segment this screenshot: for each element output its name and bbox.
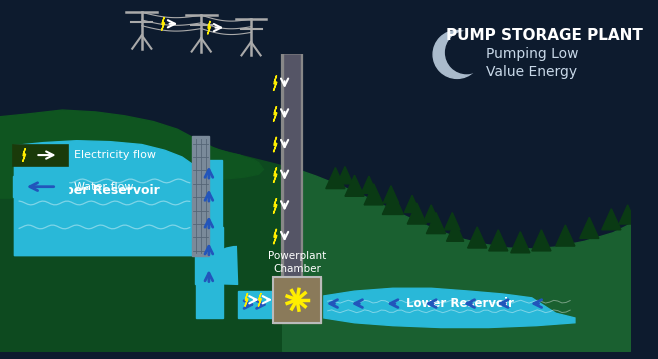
Polygon shape bbox=[410, 211, 424, 221]
Text: PUMP STORAGE PLANT: PUMP STORAGE PLANT bbox=[446, 28, 643, 43]
Polygon shape bbox=[0, 122, 297, 351]
Polygon shape bbox=[492, 238, 505, 248]
Circle shape bbox=[433, 31, 481, 78]
Polygon shape bbox=[426, 212, 436, 220]
Polygon shape bbox=[447, 222, 464, 241]
Bar bbox=[273, 277, 321, 323]
Polygon shape bbox=[274, 137, 277, 152]
FancyBboxPatch shape bbox=[13, 176, 68, 197]
Polygon shape bbox=[514, 240, 527, 250]
Polygon shape bbox=[386, 201, 400, 211]
Text: Upper Reservoir: Upper Reservoir bbox=[45, 184, 159, 197]
Polygon shape bbox=[345, 175, 364, 196]
Polygon shape bbox=[162, 17, 164, 31]
Polygon shape bbox=[619, 205, 636, 224]
Bar bbox=[191, 136, 209, 256]
Polygon shape bbox=[324, 288, 575, 327]
Polygon shape bbox=[245, 293, 248, 307]
Polygon shape bbox=[0, 110, 263, 198]
Text: Value Energy: Value Energy bbox=[486, 65, 577, 79]
Bar bbox=[195, 160, 222, 284]
Polygon shape bbox=[622, 213, 634, 221]
Polygon shape bbox=[582, 226, 596, 235]
Polygon shape bbox=[348, 183, 361, 193]
Bar bbox=[273, 277, 321, 323]
Polygon shape bbox=[259, 293, 261, 307]
Polygon shape bbox=[489, 230, 508, 251]
Polygon shape bbox=[605, 217, 618, 227]
Polygon shape bbox=[328, 176, 342, 186]
Polygon shape bbox=[424, 205, 439, 222]
Polygon shape bbox=[511, 232, 530, 253]
Text: Water flow: Water flow bbox=[74, 182, 134, 192]
Polygon shape bbox=[207, 21, 211, 34]
Polygon shape bbox=[382, 191, 403, 214]
Polygon shape bbox=[326, 168, 345, 188]
Text: Powerplant
Chamber: Powerplant Chamber bbox=[268, 251, 326, 274]
Text: Pumping Low: Pumping Low bbox=[486, 47, 578, 61]
Polygon shape bbox=[338, 167, 353, 184]
Polygon shape bbox=[274, 229, 277, 244]
Polygon shape bbox=[602, 209, 621, 230]
Polygon shape bbox=[532, 230, 551, 251]
Polygon shape bbox=[559, 233, 572, 243]
Circle shape bbox=[445, 32, 488, 74]
Polygon shape bbox=[470, 236, 484, 245]
Text: Electricity flow: Electricity flow bbox=[74, 150, 156, 160]
Polygon shape bbox=[274, 106, 277, 122]
Polygon shape bbox=[426, 213, 445, 234]
Polygon shape bbox=[386, 193, 396, 200]
Polygon shape bbox=[364, 184, 384, 205]
Polygon shape bbox=[14, 141, 193, 256]
Polygon shape bbox=[407, 203, 426, 224]
Polygon shape bbox=[407, 202, 417, 210]
Polygon shape bbox=[429, 221, 443, 230]
Polygon shape bbox=[274, 198, 277, 214]
Polygon shape bbox=[384, 186, 399, 203]
Polygon shape bbox=[340, 173, 350, 181]
Polygon shape bbox=[22, 148, 26, 162]
Polygon shape bbox=[445, 213, 460, 230]
Polygon shape bbox=[283, 165, 630, 351]
Polygon shape bbox=[274, 75, 277, 91]
Polygon shape bbox=[405, 195, 420, 213]
Polygon shape bbox=[468, 227, 487, 248]
Text: Lower Reservoir: Lower Reservoir bbox=[406, 297, 514, 310]
Polygon shape bbox=[367, 192, 380, 202]
Polygon shape bbox=[556, 225, 575, 246]
FancyBboxPatch shape bbox=[13, 145, 68, 165]
Polygon shape bbox=[361, 176, 376, 194]
Polygon shape bbox=[535, 238, 548, 248]
Bar bbox=[238, 291, 315, 318]
Polygon shape bbox=[447, 219, 458, 227]
Polygon shape bbox=[449, 230, 461, 238]
Polygon shape bbox=[580, 217, 599, 238]
Polygon shape bbox=[274, 168, 277, 183]
Bar bbox=[197, 227, 223, 318]
Polygon shape bbox=[364, 183, 374, 191]
